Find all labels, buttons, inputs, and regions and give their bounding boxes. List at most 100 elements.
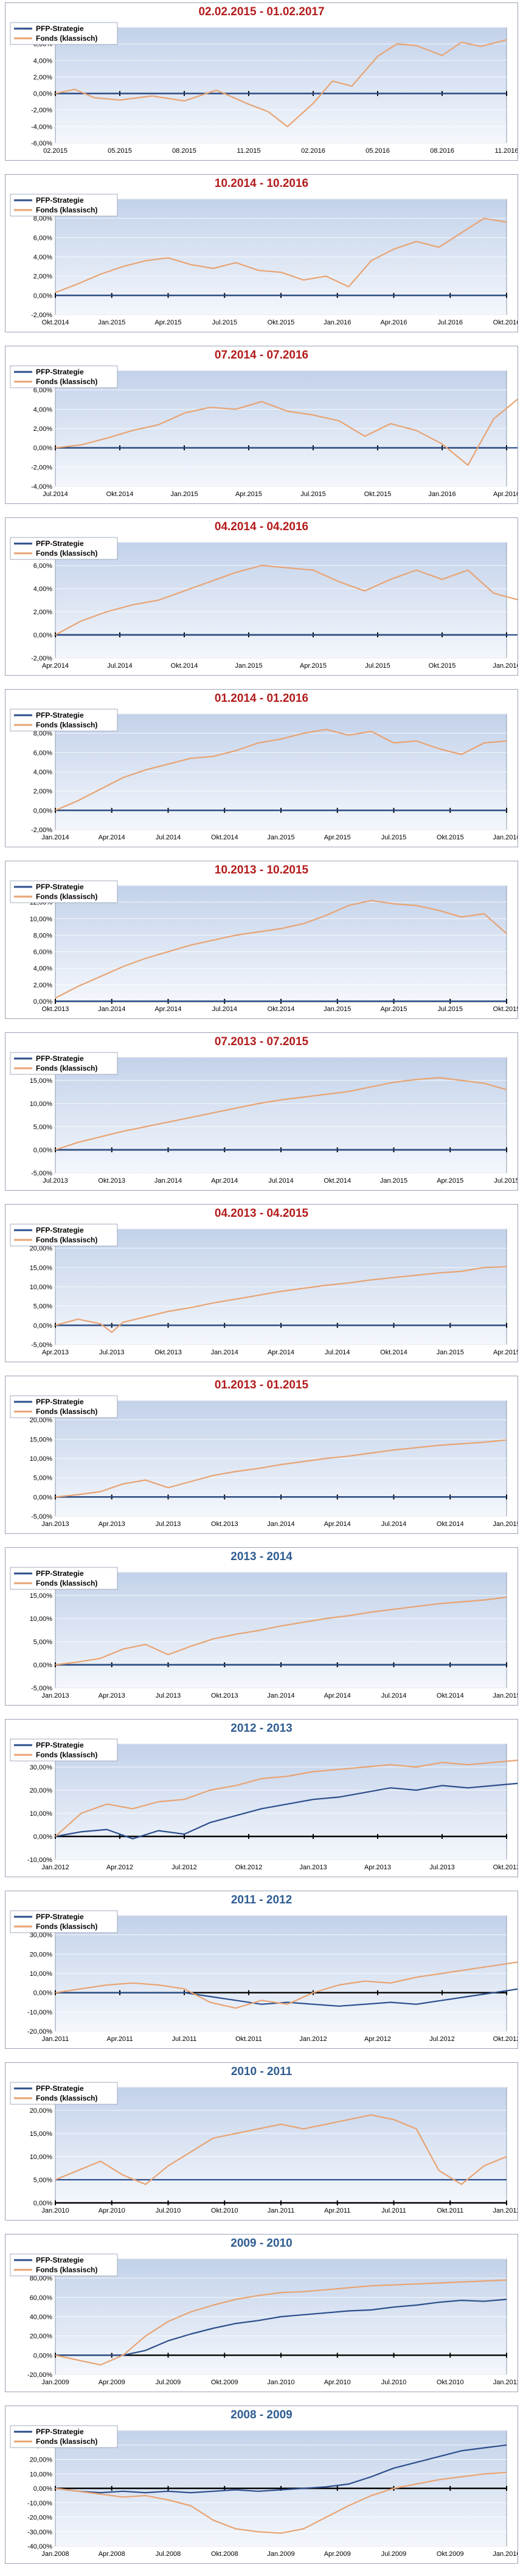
x-tick-label: Jul.2009 <box>156 2379 181 2386</box>
x-tick-label: Apr.2015 <box>154 319 181 326</box>
legend-box <box>10 1910 118 1933</box>
x-tick-label: Jan.2014 <box>267 1521 294 1528</box>
plot-area <box>55 1572 507 1689</box>
x-tick-label: Okt.2013 <box>42 1006 69 1013</box>
chart-plot: -40,00% -30,00% -20,00% -10,00% 0,00% 10,00% 2… <box>10 2425 518 2558</box>
y-tick-label: 0,00% <box>33 1990 52 1997</box>
y-tick-label: 5,00% <box>33 1124 52 1131</box>
legend-label: PFP-Strategie <box>36 1398 84 1406</box>
x-tick-label: Jan.2016 <box>324 319 351 326</box>
chart-title: 02.02.2015 - 01.02.2017 <box>198 5 325 18</box>
chart-plot: -20,00%0,00%20,00%40,00%60,00%80,00%100,… <box>10 2253 518 2386</box>
y-tick-label: 6,00% <box>33 387 52 394</box>
legend-label: PFP-Strategie <box>36 368 84 376</box>
chart-panel: 01.2013 - 01.2015 -5,00% 0,00% 5,00% 10,00% 1… <box>5 1376 518 1534</box>
legend-label: PFP-Strategie <box>36 2256 84 2264</box>
legend-box <box>10 1567 118 1590</box>
y-tick-label: 4,00% <box>33 965 52 973</box>
y-tick-label: -5,00% <box>31 1513 52 1521</box>
x-tick-label: Okt.2014 <box>42 319 69 326</box>
legend-label: PFP-Strategie <box>36 1741 84 1749</box>
legend-label: Fonds (klassisch) <box>36 1407 97 1416</box>
y-tick-label: 8,00% <box>33 215 52 223</box>
x-tick-label: Jan.2015 <box>493 1521 518 1528</box>
chart-panel: 2013 - 2014-5,00%0,00%5,00%10,00%15,00%2… <box>5 1547 518 1706</box>
y-tick-label: 10,00% <box>30 1101 53 1108</box>
y-tick-label: 30,00% <box>30 1764 53 1771</box>
x-tick-label: Jul.2013 <box>156 1521 181 1528</box>
y-tick-label: 8,00% <box>33 730 52 738</box>
legend-box <box>10 537 118 560</box>
x-tick-label: Jan.2015 <box>267 834 294 841</box>
x-tick-label: 05.2015 <box>108 147 132 155</box>
y-tick-label: -40,00% <box>27 2543 52 2550</box>
x-tick-label: Jan.2015 <box>98 319 125 326</box>
chart-plot: -5,00%0,00%5,00%10,00%15,00%20,00%Jul.20… <box>10 1052 518 1185</box>
x-tick-label: Jan.2014 <box>98 1006 125 1013</box>
y-tick-label: 20,00% <box>30 1417 53 1424</box>
x-tick-label: Apr.2015 <box>380 1006 407 1013</box>
series-line-fonds <box>55 217 507 293</box>
y-tick-label: 0,00% <box>33 1662 52 1669</box>
x-tick-label: Jul.2012 <box>171 1864 197 1871</box>
x-tick-label: Jan.2010 <box>41 2207 69 2214</box>
series-line-pfp <box>55 1782 518 1839</box>
x-tick-label: Okt.2015 <box>493 1006 518 1013</box>
x-tick-label: Jul.2014 <box>43 491 68 498</box>
legend-label: PFP-Strategie <box>36 1569 84 1578</box>
y-tick-label: 0,00% <box>33 1322 52 1329</box>
y-tick-label: 15,00% <box>30 1592 53 1600</box>
x-tick-label: Okt.2014 <box>380 1349 407 1356</box>
x-tick-label: Apr.2010 <box>324 2379 351 2386</box>
y-tick-label: 0,00% <box>33 2200 52 2207</box>
x-tick-label: Jan.2014 <box>41 834 69 841</box>
y-tick-label: 10,00% <box>30 915 53 923</box>
y-tick-label: 6,00% <box>33 562 52 570</box>
y-tick-label: -2,00% <box>31 107 52 114</box>
legend-label: Fonds (klassisch) <box>36 206 97 214</box>
y-tick-label: -5,00% <box>31 1685 52 1692</box>
x-tick-label: Apr.2012 <box>364 2035 391 2043</box>
legend-label: PFP-Strategie <box>36 1054 84 1063</box>
series-line-fonds <box>55 1759 518 1837</box>
chart-plot: -4,00%-2,00%0,00%2,00%4,00%6,00%8,00%Jul… <box>10 365 518 498</box>
y-tick-label: 15,00% <box>30 2130 53 2138</box>
x-tick-label: Apr.2016 <box>493 491 518 498</box>
x-tick-label: Okt.2012 <box>235 1864 263 1871</box>
chart-title: 2008 - 2009 <box>230 2409 293 2421</box>
legend-label: Fonds (klassisch) <box>36 1064 97 1073</box>
x-tick-label: Apr.2009 <box>324 2550 351 2558</box>
chart-panel: 02.02.2015 - 01.02.2017 -6,00% -4,00% -2,00… <box>5 2 518 161</box>
chart-plot: -2,00%0,00%2,00%4,00%6,00%8,00%10,00%Jan… <box>10 709 518 841</box>
legend-label: Fonds (klassisch) <box>36 892 97 901</box>
x-tick-label: Jan.2014 <box>211 1349 238 1356</box>
y-tick-label: 20,00% <box>30 1951 53 1958</box>
y-tick-label: 10,00% <box>30 2471 53 2478</box>
x-tick-label: Jan.2015 <box>170 491 198 498</box>
legend-box <box>10 1738 118 1762</box>
y-tick-label: 5,00% <box>33 1639 52 1646</box>
x-tick-label: Okt.2013 <box>154 1349 182 1356</box>
x-tick-label: Jul.2016 <box>437 319 463 326</box>
x-tick-label: Okt.2008 <box>211 2550 238 2558</box>
chart-plot: 0,00%5,00%10,00%15,00%20,00%25,00%Jan.20… <box>10 2082 518 2214</box>
y-tick-label: 30,00% <box>30 1932 53 1939</box>
chart-panel: 04.2013 - 04.2015 -5,00% 0,00% 5,00% 10,00% 1… <box>5 1204 518 1362</box>
x-tick-label: Apr.2013 <box>42 1349 69 1356</box>
x-tick-label: Apr.2015 <box>300 662 327 670</box>
x-tick-label: Jul.2012 <box>429 2035 455 2043</box>
x-tick-label: Jan.2015 <box>324 1006 351 1013</box>
series-line-fonds <box>55 900 507 999</box>
x-tick-label: Okt.2014 <box>106 491 134 498</box>
x-tick-label: Apr.2015 <box>235 491 262 498</box>
x-tick-label: Okt.2015 <box>429 662 456 670</box>
x-tick-label: Jan.2008 <box>41 2550 69 2558</box>
y-tick-label: 2,00% <box>33 788 52 796</box>
x-tick-label: Okt.2015 <box>268 319 295 326</box>
x-tick-label: Jan.2011 <box>268 2207 294 2214</box>
legend-box <box>10 365 118 388</box>
y-tick-label: 5,00% <box>33 1303 52 1311</box>
